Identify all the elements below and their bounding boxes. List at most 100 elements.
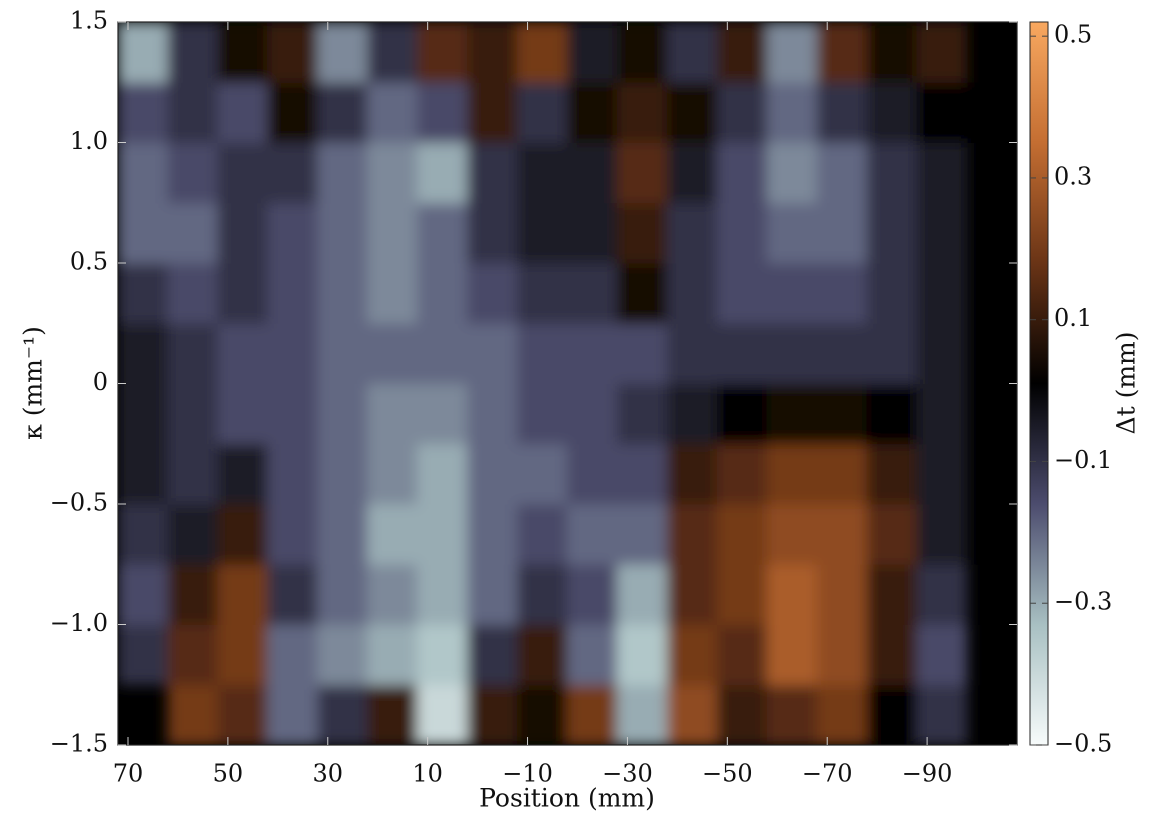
heatmap-cell bbox=[217, 443, 269, 505]
heatmap-cell bbox=[367, 262, 419, 324]
colorbar-tick-label: 0.5 bbox=[1054, 21, 1092, 49]
heatmap-cell bbox=[517, 563, 568, 625]
heatmap-cell bbox=[167, 503, 219, 565]
y-tick-label: 1.5 bbox=[70, 7, 108, 35]
heatmap-cell bbox=[317, 142, 369, 204]
heatmap-cell bbox=[417, 624, 469, 686]
heatmap-cell bbox=[317, 22, 369, 83]
heatmap-cell bbox=[816, 624, 868, 686]
colorbar-tick-label: 0.3 bbox=[1054, 162, 1092, 190]
heatmap-cell bbox=[666, 443, 718, 505]
heatmap-cell bbox=[118, 22, 169, 83]
heatmap-cell bbox=[916, 684, 968, 745]
heatmap-cell bbox=[118, 262, 169, 324]
heatmap-cell bbox=[866, 503, 918, 565]
heatmap-cell bbox=[517, 684, 568, 745]
heatmap-cell bbox=[118, 563, 169, 625]
heatmap-cell bbox=[167, 443, 219, 505]
heatmap-cell bbox=[267, 684, 319, 745]
heatmap-cell bbox=[816, 202, 868, 264]
heatmap-cell bbox=[616, 624, 668, 686]
heatmap-cell bbox=[616, 262, 668, 324]
heatmap-cell bbox=[866, 262, 918, 324]
heatmap-cell bbox=[467, 443, 519, 505]
heatmap-cell bbox=[517, 22, 568, 83]
heatmap-cell bbox=[716, 503, 768, 565]
heatmap-cell bbox=[866, 563, 918, 625]
heatmap-cell bbox=[317, 624, 369, 686]
heatmap-cell bbox=[267, 503, 319, 565]
heatmap-cell bbox=[267, 22, 319, 83]
heatmap-cell bbox=[118, 503, 169, 565]
heatmap-cell bbox=[167, 22, 219, 83]
heatmap-cell bbox=[616, 202, 668, 264]
heatmap-cell bbox=[766, 383, 818, 445]
heatmap-cell bbox=[666, 684, 718, 745]
heatmap-cell bbox=[367, 22, 419, 83]
heatmap-cell bbox=[417, 684, 469, 745]
heatmap-cell bbox=[666, 624, 718, 686]
heatmap-cell bbox=[766, 322, 818, 384]
heatmap-cell bbox=[118, 624, 169, 686]
heatmap-cell bbox=[367, 443, 419, 505]
heatmap-cell bbox=[816, 563, 868, 625]
heatmap-cell bbox=[267, 443, 319, 505]
x-tick-label: 50 bbox=[213, 760, 244, 788]
heatmap-cell bbox=[217, 22, 269, 83]
heatmap-cell bbox=[816, 22, 868, 83]
heatmap-cell bbox=[517, 383, 568, 445]
heatmap bbox=[118, 22, 968, 745]
heatmap-cell bbox=[766, 443, 818, 505]
heatmap-cell bbox=[167, 383, 219, 445]
heatmap-cell bbox=[167, 684, 219, 745]
heatmap-cell bbox=[267, 202, 319, 264]
heatmap-cell bbox=[217, 262, 269, 324]
x-tick-label: 10 bbox=[412, 760, 443, 788]
heatmap-cell bbox=[367, 563, 419, 625]
heatmap-cell bbox=[816, 81, 868, 143]
heatmap-cell bbox=[716, 81, 768, 143]
colorbar-tick-label: −0.1 bbox=[1054, 446, 1112, 474]
heatmap-cell bbox=[317, 202, 369, 264]
heatmap-cell bbox=[666, 202, 718, 264]
heatmap-cell bbox=[716, 322, 768, 384]
heatmap-cell bbox=[118, 322, 169, 384]
heatmap-cell bbox=[866, 624, 918, 686]
heatmap-cell bbox=[616, 503, 668, 565]
heatmap-cell bbox=[267, 81, 319, 143]
heatmap-cell bbox=[616, 81, 668, 143]
heatmap-cell bbox=[816, 262, 868, 324]
heatmap-cell bbox=[467, 142, 519, 204]
heatmap-cell bbox=[467, 202, 519, 264]
heatmap-cell bbox=[766, 262, 818, 324]
heatmap-cell bbox=[866, 383, 918, 445]
x-tick-label: 30 bbox=[312, 760, 343, 788]
colorbar-tick-label: −0.3 bbox=[1054, 588, 1112, 616]
heatmap-cell bbox=[567, 322, 618, 384]
y-tick-label: 0.5 bbox=[70, 248, 108, 276]
colorbar bbox=[1029, 21, 1049, 746]
heatmap-cell bbox=[517, 443, 568, 505]
heatmap-cell bbox=[467, 684, 519, 745]
heatmap-cell bbox=[816, 383, 868, 445]
heatmap-cell bbox=[716, 383, 768, 445]
heatmap-cell bbox=[417, 22, 469, 83]
heatmap-cell bbox=[816, 142, 868, 204]
heatmap-cell bbox=[916, 443, 968, 505]
heatmap-cell bbox=[267, 142, 319, 204]
heatmap-cell bbox=[616, 443, 668, 505]
heatmap-cell bbox=[267, 322, 319, 384]
heatmap-cell bbox=[766, 202, 818, 264]
heatmap-cell bbox=[467, 383, 519, 445]
heatmap-cell bbox=[816, 322, 868, 384]
heatmap-cell bbox=[118, 383, 169, 445]
heatmap-cell bbox=[217, 563, 269, 625]
heatmap-cell bbox=[367, 383, 419, 445]
heatmap-cell bbox=[567, 503, 618, 565]
heatmap-cell bbox=[816, 684, 868, 745]
heatmap-cell bbox=[916, 624, 968, 686]
heatmap-cell bbox=[217, 322, 269, 384]
heatmap-cell bbox=[866, 81, 918, 143]
heatmap-cell bbox=[217, 383, 269, 445]
heatmap-cell bbox=[716, 22, 768, 83]
